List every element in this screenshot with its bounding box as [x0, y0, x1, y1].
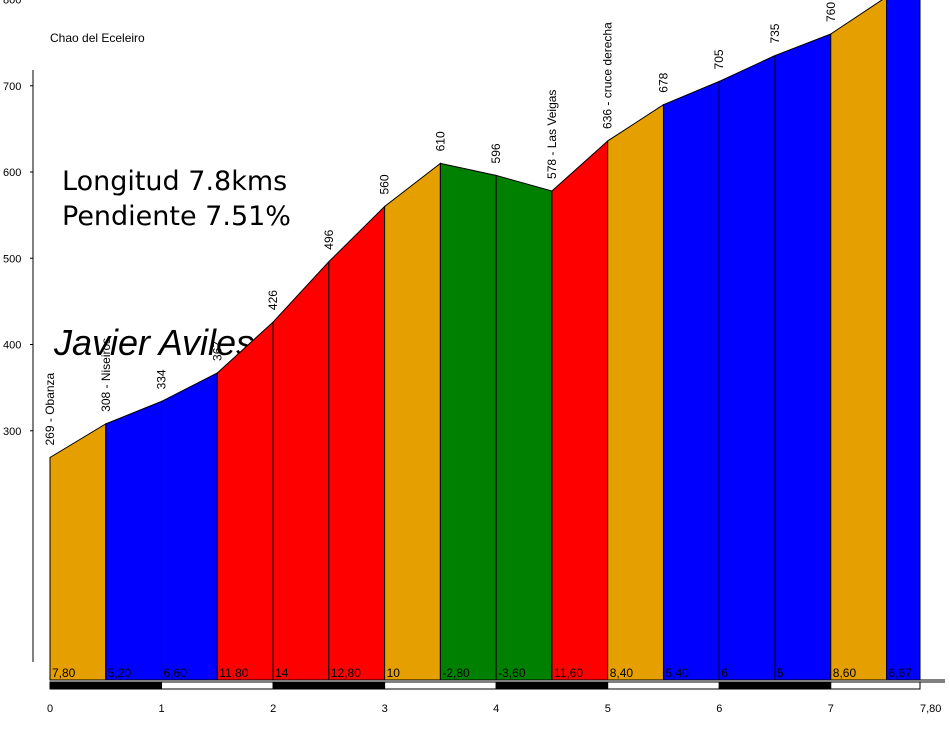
profile-segment	[495, 174, 553, 681]
profile-segment	[886, 0, 921, 681]
x-tick-label: 6	[716, 703, 722, 715]
profile-segment	[718, 54, 776, 681]
profile-segment	[272, 260, 330, 681]
altitude-label: 760	[824, 2, 838, 22]
profile-segment	[774, 33, 832, 681]
segment-gradient-label: 8,40	[610, 666, 634, 680]
y-tick-label: 700	[3, 81, 21, 93]
distance-bar-block	[830, 681, 921, 690]
x-tick-label: 3	[382, 703, 388, 715]
altitude-label: 678	[656, 72, 670, 92]
profile-segment	[328, 205, 386, 681]
altitude-label: 705	[712, 49, 726, 69]
altitude-label: 308 - Niseiros	[99, 338, 113, 412]
gradient-label: Pendiente 7.51%	[62, 201, 291, 232]
profile-segment	[439, 162, 497, 681]
segment-gradient-label: 5	[777, 666, 784, 680]
segment-gradient-label: 5,20	[108, 666, 132, 680]
distance-bar-block	[272, 681, 386, 690]
profile-segment	[662, 80, 720, 681]
segment-gradient-label: -2,80	[442, 666, 470, 680]
altitude-label: 560	[378, 174, 392, 194]
x-tick-label: 1	[159, 703, 165, 715]
altitude-label: 334	[155, 369, 169, 389]
profile-segment	[551, 139, 609, 681]
altitude-label: 596	[489, 143, 503, 163]
distance-bar-block	[161, 681, 274, 690]
altitude-label: 426	[266, 290, 280, 310]
segment-gradient-label: 11,60	[554, 666, 583, 680]
altitude-label: 496	[322, 229, 336, 249]
profile-segment	[607, 103, 664, 681]
chart-title: Chao del Eceleiro	[50, 31, 145, 45]
y-tick-label: 600	[3, 167, 21, 179]
altitude-label: 610	[433, 131, 447, 151]
y-tick-label: 800	[3, 0, 21, 7]
x-tick-label: 7	[828, 703, 834, 715]
segment-gradient-label: 6,67	[889, 666, 913, 680]
altitude-label: 735	[768, 23, 782, 43]
climb-info: Longitud 7.8kms Pendiente 7.51%	[62, 164, 291, 234]
segment-gradient-label: 14	[275, 666, 289, 680]
altitude-label: 578 - Las Veigas	[545, 90, 559, 179]
y-tick-label: 500	[3, 253, 21, 265]
distance-bar-block	[49, 681, 163, 690]
profile-segment	[161, 372, 218, 681]
x-tick-label: 7,80	[920, 703, 941, 715]
y-tick-label: 400	[3, 340, 21, 352]
segment-gradient-label: 8,60	[833, 666, 857, 680]
segment-gradient-label: 5,40	[665, 666, 689, 680]
x-tick-label: 0	[47, 703, 53, 715]
distance-bar-block	[718, 681, 832, 690]
profile-segment	[216, 320, 274, 681]
distance-bar-block	[495, 681, 609, 690]
profile-segment	[105, 400, 163, 681]
profile-segment	[49, 422, 107, 681]
segment-gradient-label: 6,60	[164, 666, 188, 680]
segment-gradient-label: -3,60	[498, 666, 526, 680]
altitude-label: 636 - cruce derecha	[601, 22, 615, 129]
distance-bar-block	[607, 681, 720, 690]
segment-gradient-label: 7,80	[52, 666, 76, 680]
segment-gradient-label: 6	[721, 666, 728, 680]
author-name: Javier Aviles	[54, 322, 255, 363]
profile-segment	[384, 162, 441, 681]
distance-bar-block	[384, 681, 497, 690]
altitude-label: 269 - Obanza	[43, 372, 57, 445]
segment-gradient-label: 12,80	[331, 666, 361, 680]
x-tick-label: 2	[270, 703, 276, 715]
segment-gradient-label: 11,80	[219, 666, 248, 680]
x-tick-label: 4	[493, 703, 499, 715]
y-tick-label: 300	[3, 426, 21, 438]
profile-segment	[830, 0, 888, 681]
x-tick-label: 5	[605, 703, 611, 715]
altitude-label: 367	[210, 341, 224, 361]
segment-gradient-label: 10	[387, 666, 401, 680]
length-label: Longitud 7.8kms	[62, 166, 288, 197]
